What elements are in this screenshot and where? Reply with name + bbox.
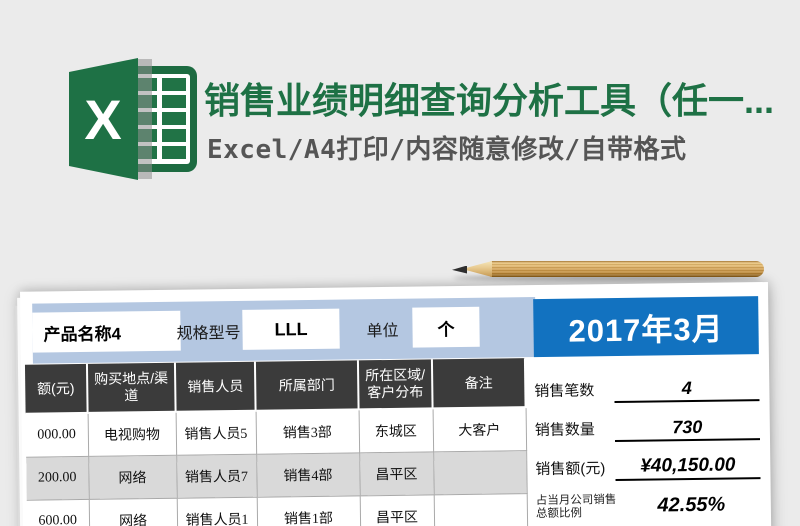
stat-sales-quantity: 销售数量 730: [534, 401, 761, 443]
cell-remark: [433, 450, 527, 495]
table-row: 200.00 网络 销售人员7 销售4部 昌平区: [26, 450, 527, 501]
table-row: 000.00 电视购物 销售人员5 销售3部 东城区 大客户: [25, 407, 527, 458]
product-name-input[interactable]: 产品名称4: [32, 310, 181, 353]
col-salesperson: 销售人员: [174, 361, 256, 412]
col-department: 所属部门: [254, 360, 359, 411]
stat-value: 42.55%: [657, 493, 726, 517]
stat-label: 销售笔数: [534, 382, 595, 400]
table-header-row: 额(元) 购买地点/渠道 销售人员 所属部门 所在区域/客户分布 备注: [24, 358, 526, 414]
stat-value: 730: [614, 416, 761, 443]
pencil-body: [490, 261, 764, 277]
col-channel: 购买地点/渠道: [86, 362, 176, 413]
cell-salesperson: 销售人员1: [176, 497, 258, 526]
cell-channel: 网络: [88, 455, 177, 500]
page-title: 销售业绩明细查询分析工具（任一...: [204, 80, 775, 121]
col-amount: 额(元): [24, 363, 88, 414]
stat-label: 销售额(元): [535, 459, 606, 478]
pencil-image: [452, 261, 764, 281]
cell-region: 昌平区: [359, 494, 435, 526]
cell-department: 销售3部: [255, 409, 360, 455]
cell-region: 东城区: [358, 408, 434, 453]
pencil-shadow: [454, 275, 760, 281]
cell-remark: 大客户: [432, 407, 527, 452]
stat-sales-ratio: 占当月公司销售总额比例 42.55%: [536, 481, 761, 521]
cell-salesperson: 销售人员5: [175, 410, 257, 456]
month-header: 2017年3月: [533, 296, 759, 358]
cell-amount: 600.00: [26, 499, 90, 526]
spec-label: 规格型号: [176, 324, 241, 343]
cell-amount: 200.00: [26, 456, 89, 501]
cell-remark: [433, 493, 528, 526]
summary-stats: 销售笔数 4 销售数量 730 销售额(元) ¥40,150.00 占当月公司销…: [534, 362, 761, 521]
cell-channel: 网络: [88, 498, 178, 526]
cell-region: 昌平区: [359, 451, 434, 496]
cell-department: 销售4部: [256, 452, 360, 498]
stat-sales-amount: 销售额(元) ¥40,150.00: [535, 440, 761, 482]
unit-label: 单位: [366, 322, 399, 341]
cell-salesperson: 销售人员7: [176, 454, 257, 499]
stat-sales-count: 销售笔数 4: [534, 362, 760, 404]
excel-logo-icon: X: [63, 53, 199, 183]
cell-amount: 000.00: [25, 412, 89, 458]
col-remark: 备注: [431, 358, 526, 409]
col-region: 所在区域/客户分布: [357, 359, 433, 410]
table-row: 600.00 网络 销售人员1 销售1部 昌平区: [26, 493, 528, 526]
spreadsheet-paper: 产品名称4 规格型号 LLL 单位 个 额(元) 购买地点/渠道 销售人员 所属…: [20, 281, 773, 526]
cell-channel: 电视购物: [87, 411, 177, 457]
page-subtitle: Excel/A4打印/内容随意修改/自带格式: [207, 135, 687, 165]
excel-logo-svg: X: [69, 58, 197, 180]
stat-value: 4: [614, 377, 760, 404]
logo-letter: X: [84, 88, 121, 151]
cell-department: 销售1部: [256, 495, 361, 526]
stat-value: ¥40,150.00: [615, 454, 761, 482]
unit-input[interactable]: 个: [412, 306, 480, 348]
stat-label: 销售数量: [534, 421, 595, 439]
pencil-lead-icon: [452, 265, 467, 274]
month-summary-panel: 2017年3月 销售笔数 4 销售数量 730 销售额(元) ¥40,150.0…: [533, 296, 761, 521]
spec-input[interactable]: LLL: [242, 308, 340, 350]
stat-label: 占当月公司销售总额比例: [535, 493, 617, 520]
sales-detail-table: 额(元) 购买地点/渠道 销售人员 所属部门 所在区域/客户分布 备注 000.…: [24, 358, 528, 526]
query-controls-band: 产品名称4 规格型号 LLL 单位 个: [32, 297, 536, 364]
